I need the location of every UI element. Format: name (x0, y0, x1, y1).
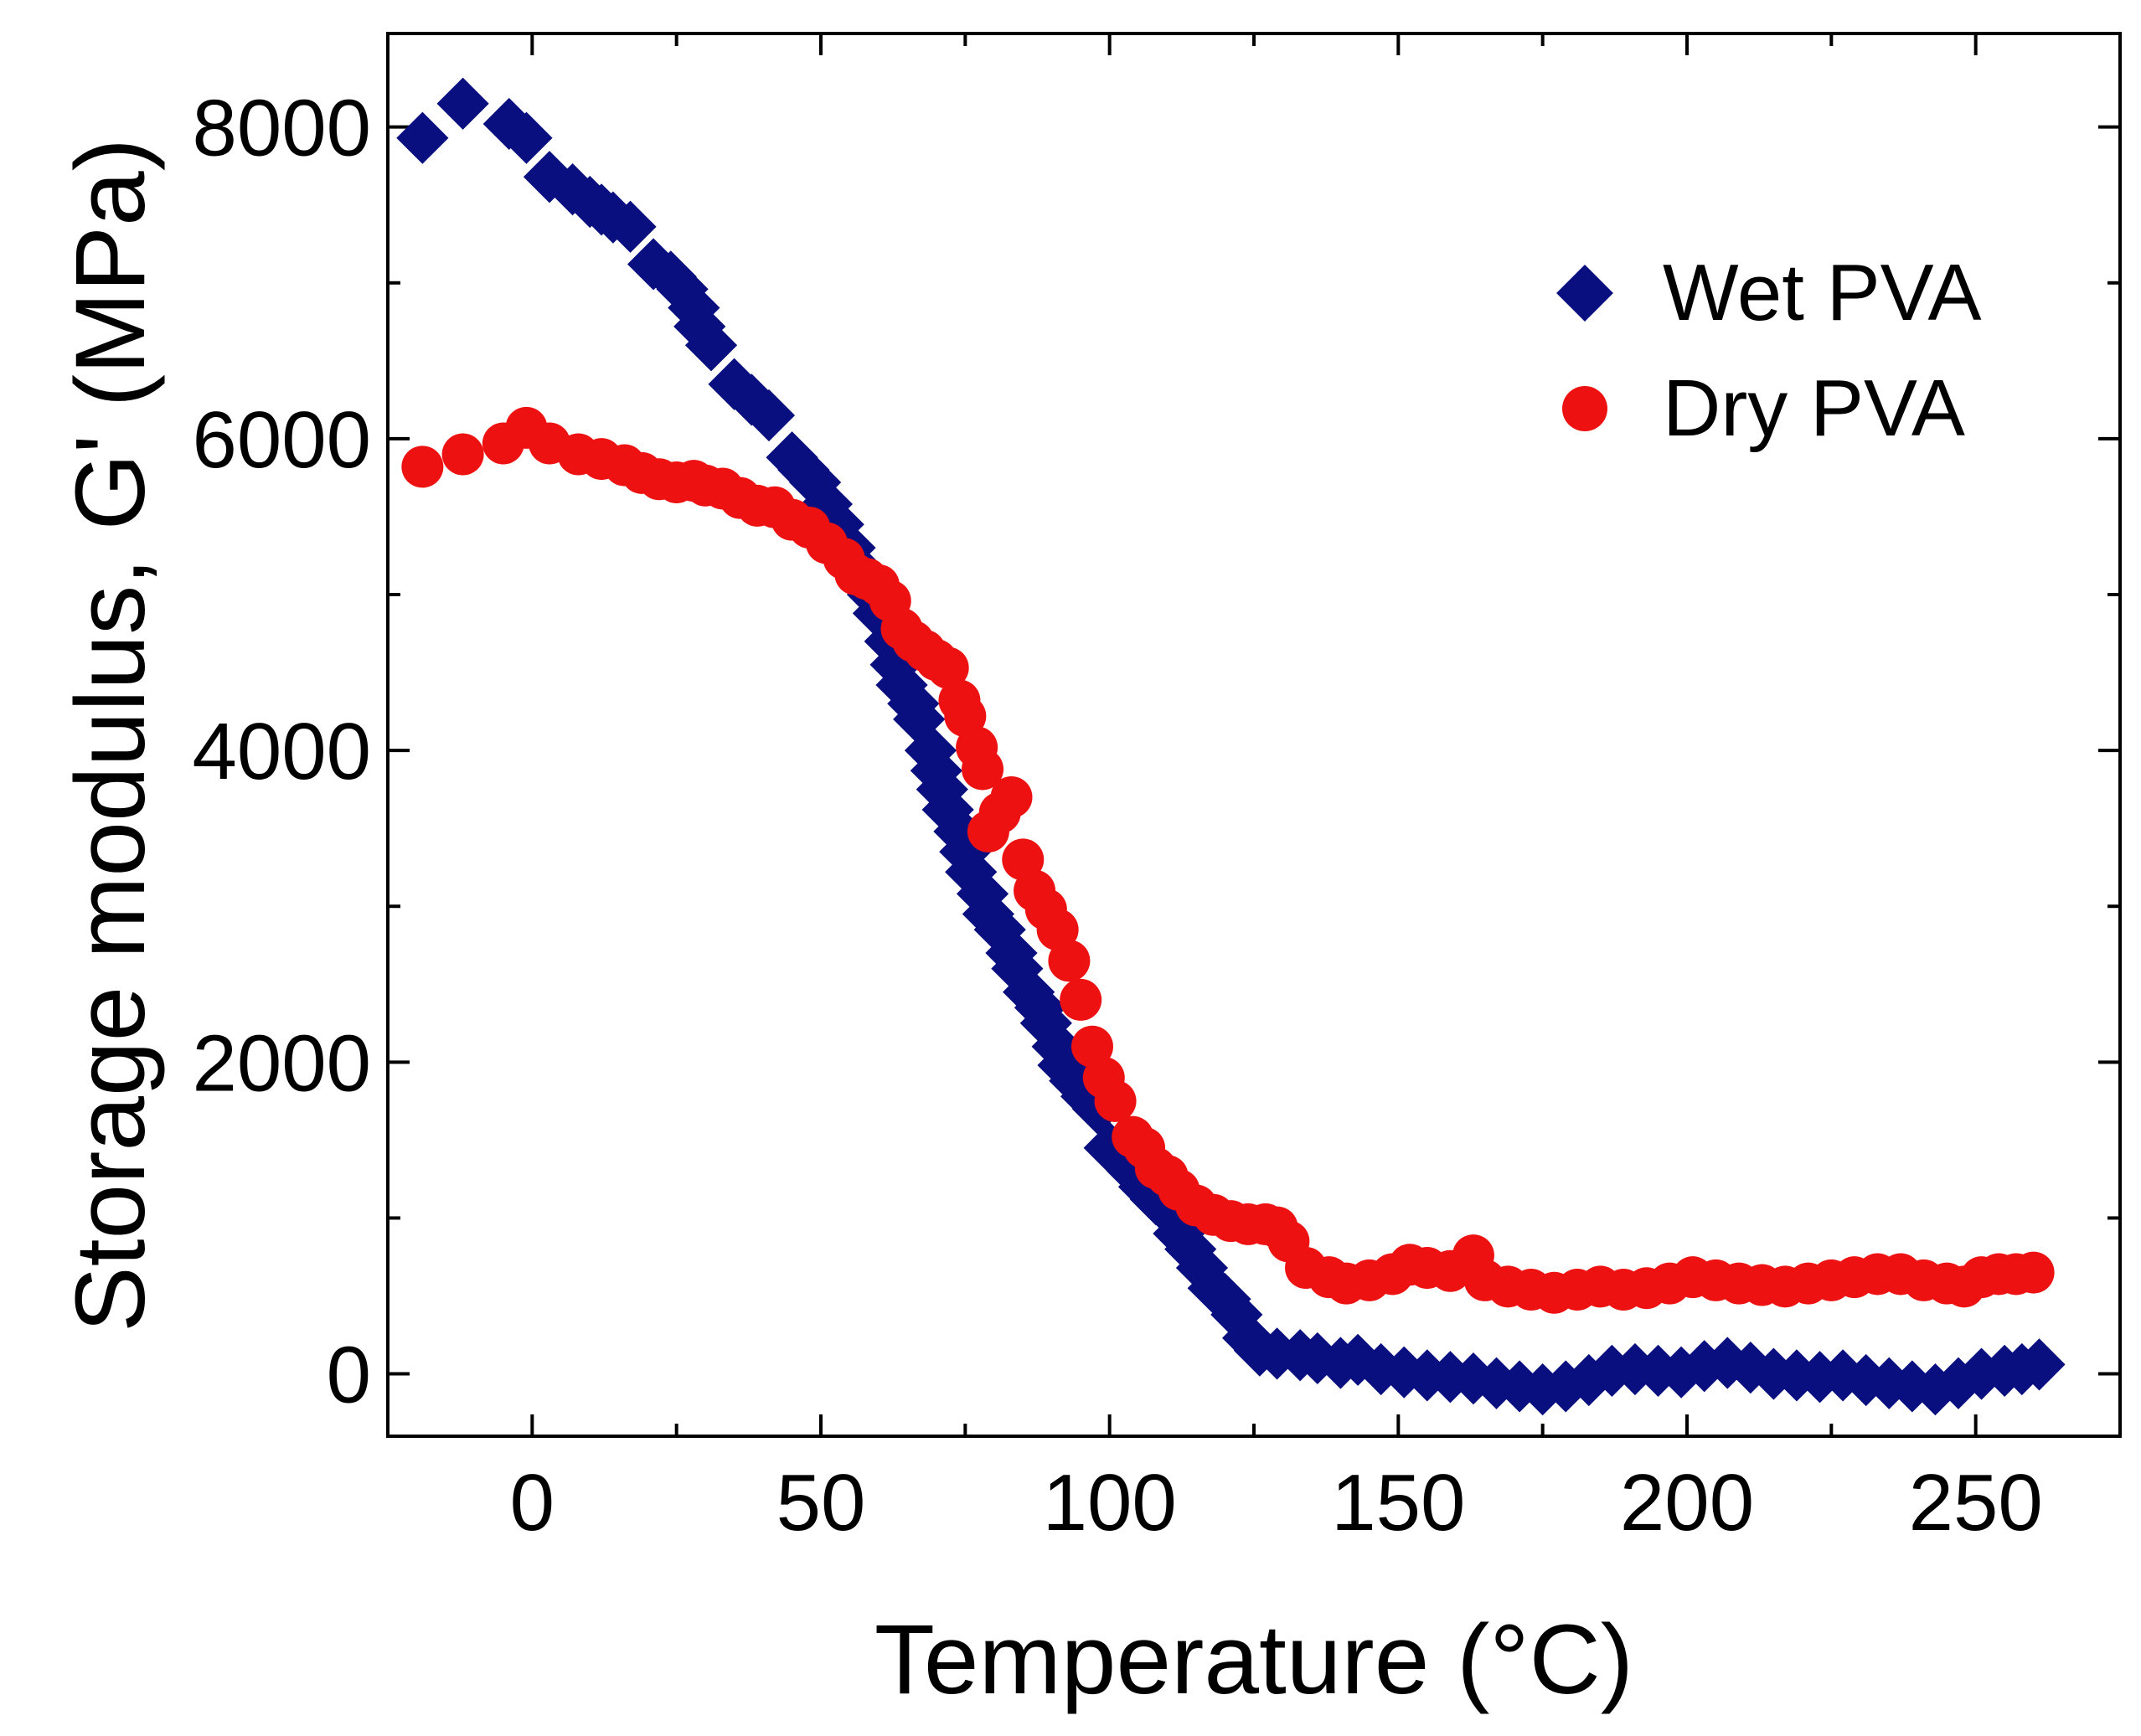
legend-label-dry-pva: Dry PVA (1663, 363, 1965, 453)
x-axis-title: Temperature (°C) (874, 1605, 1633, 1715)
series-dry-pva (401, 406, 2055, 1314)
wet-pva-point (436, 77, 489, 130)
dry-pva-point (1048, 940, 1091, 982)
y-axis-ticks: 0 2000 4000 6000 8000 (192, 84, 2120, 1420)
legend: Wet PVA Dry PVA (1556, 248, 1982, 453)
x-tick-label: 0 (510, 1458, 555, 1548)
y-tick-label: 4000 (192, 707, 371, 796)
wet-pva-point (604, 200, 657, 253)
legend-marker-wet-pva (1556, 265, 1613, 322)
y-tick-label: 8000 (192, 84, 371, 173)
wet-pva-point (500, 111, 553, 164)
x-axis-ticks: 0 50 100 150 200 250 (386, 33, 2122, 1548)
wet-pva-point (396, 111, 449, 164)
dry-pva-point (962, 748, 1004, 791)
x-tick-label: 200 (1620, 1458, 1754, 1548)
y-axis-title: Storage modulus, G' (MPa) (55, 138, 166, 1332)
dry-pva-point (990, 775, 1033, 818)
dry-pva-point (2012, 1251, 2055, 1294)
dry-pva-point (1094, 1079, 1137, 1122)
wet-pva-point (684, 319, 738, 372)
x-tick-label: 100 (1043, 1458, 1177, 1548)
legend-marker-dry-pva (1562, 386, 1607, 431)
dry-pva-point (401, 446, 444, 488)
dry-pva-point (441, 433, 484, 476)
y-tick-label: 6000 (192, 395, 371, 485)
wet-pva-point (742, 389, 796, 442)
dry-pva-point (1060, 978, 1102, 1021)
x-tick-label: 250 (1909, 1458, 2043, 1548)
x-tick-label: 50 (776, 1458, 866, 1548)
y-tick-label: 0 (327, 1331, 371, 1420)
x-tick-label: 150 (1331, 1458, 1465, 1548)
dry-pva-point (926, 646, 969, 689)
legend-label-wet-pva: Wet PVA (1663, 248, 1982, 337)
y-tick-label: 2000 (192, 1018, 371, 1108)
